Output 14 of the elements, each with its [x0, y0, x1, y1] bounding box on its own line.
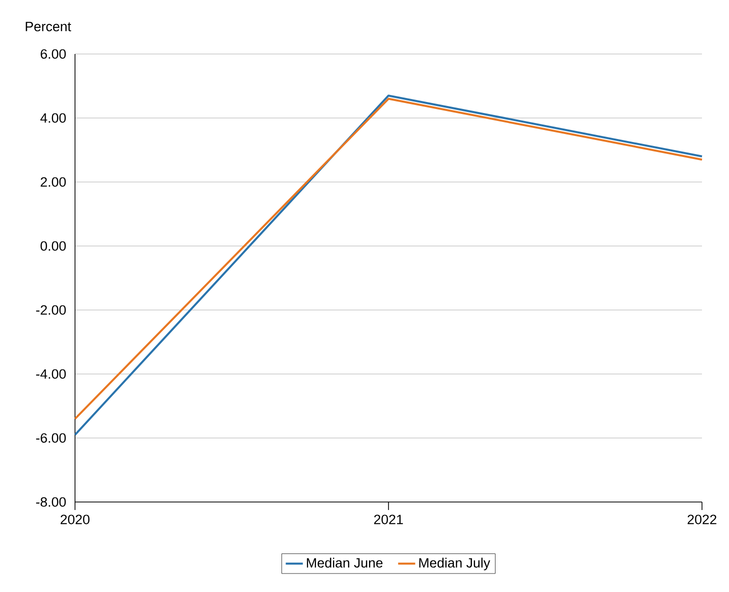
y-tick-label: 2.00	[40, 177, 66, 187]
y-tick-label: -8.00	[36, 497, 66, 507]
y-tick-label: -6.00	[36, 433, 66, 443]
legend-label: Median July	[419, 558, 490, 570]
x-tick-label: 2021	[374, 514, 403, 524]
x-tick-label: 2022	[688, 514, 716, 524]
y-tick-label: 4.00	[40, 113, 66, 123]
y-tick-label: 6.00	[40, 49, 66, 59]
y-tick-label: -4.00	[36, 369, 66, 379]
y-tick-label: -2.00	[36, 305, 66, 315]
x-tick-label: 2020	[60, 514, 90, 524]
y-axis-title: Percent	[26, 22, 72, 32]
y-tick-label: 0.00	[40, 241, 66, 251]
legend-label: Median June	[306, 558, 383, 568]
